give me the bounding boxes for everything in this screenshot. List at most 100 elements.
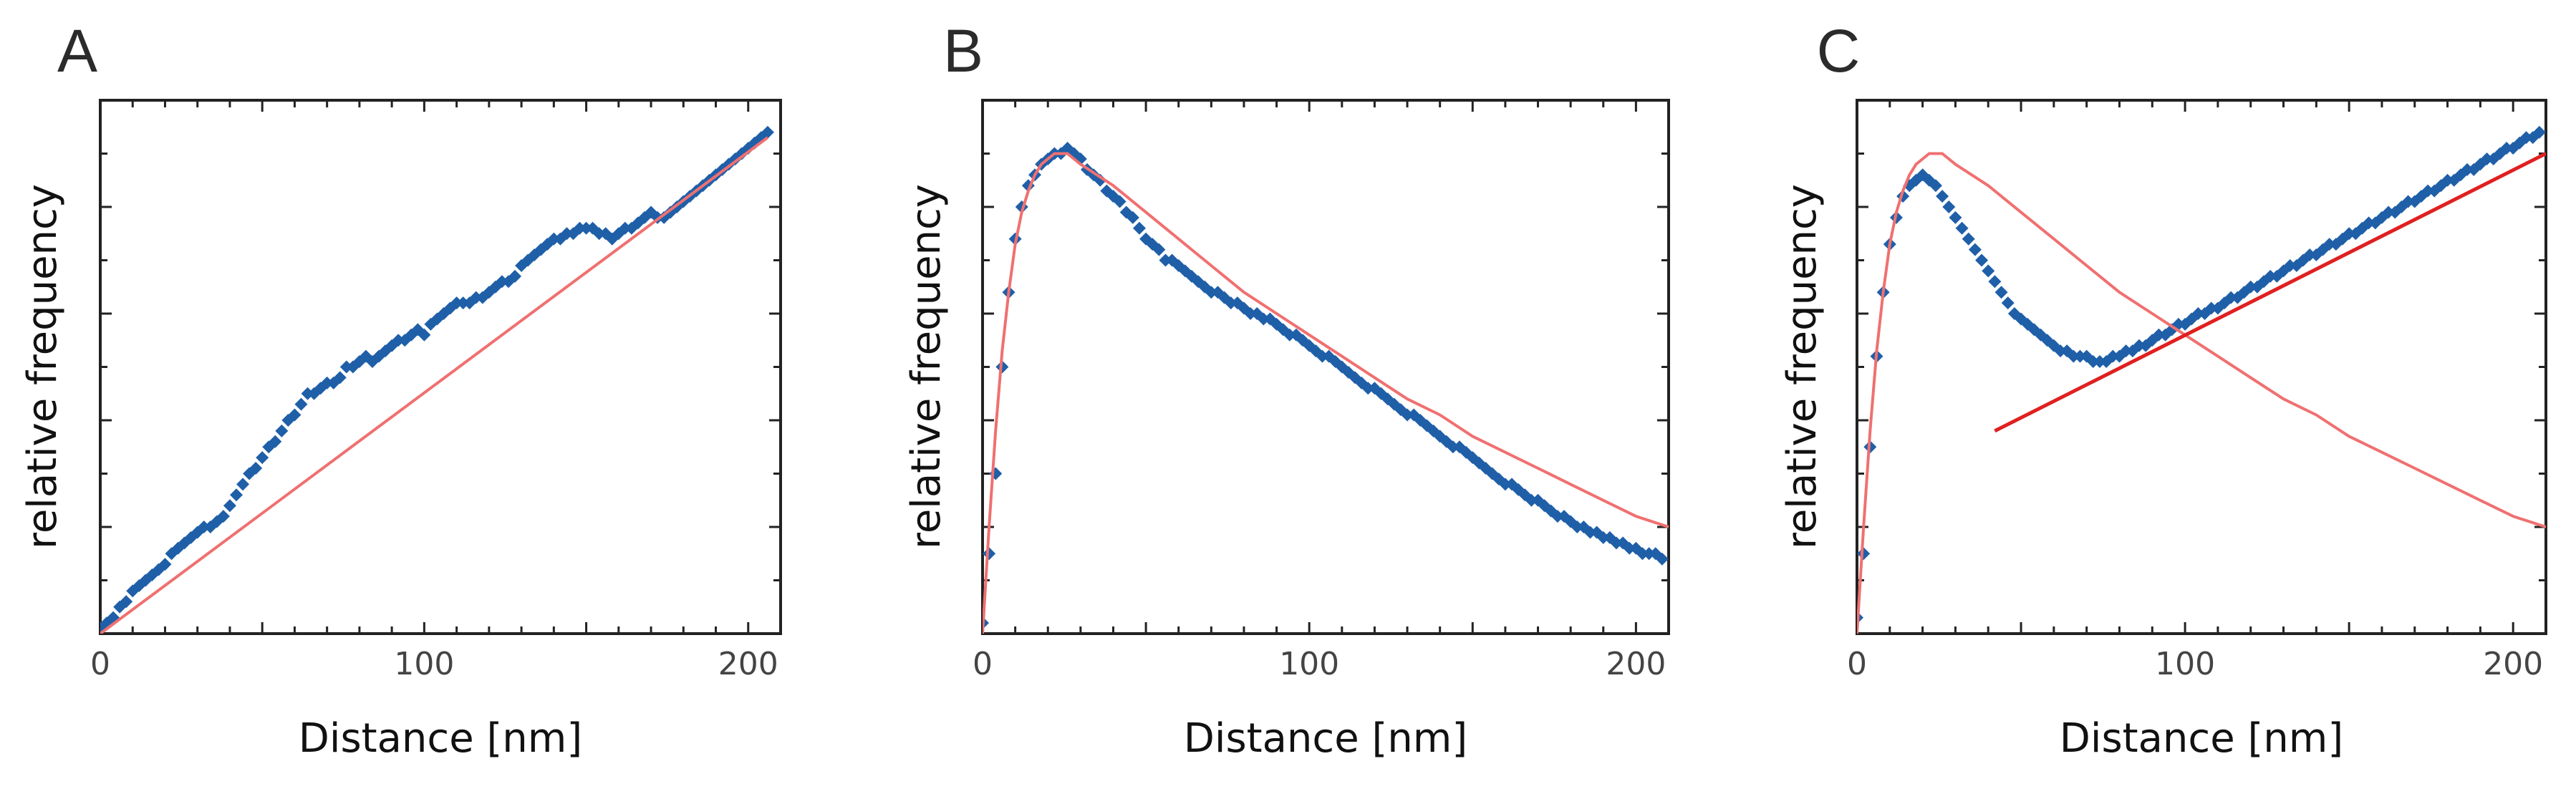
y-axis-title: relative frequency (903, 184, 950, 549)
data-point (2421, 184, 2435, 198)
series-data (100, 125, 774, 634)
data-point (579, 221, 593, 235)
data-point (1283, 328, 1296, 342)
panel-letter: A (57, 17, 97, 84)
data-point (1636, 547, 1649, 561)
data-point (456, 296, 470, 310)
data-point (120, 595, 133, 609)
data-point (2001, 296, 2015, 310)
plot-frame (981, 99, 1670, 635)
panel-letter: C (1817, 17, 1861, 84)
data-point (1152, 243, 1166, 256)
data-point (1596, 531, 1610, 544)
x-tick-label: 0 (973, 646, 993, 682)
data-point (320, 376, 334, 389)
panel-letter: B (943, 17, 983, 84)
data-point (573, 221, 587, 235)
data-point (1224, 296, 1238, 310)
data-point (2152, 328, 2166, 342)
data-point (1982, 264, 1995, 278)
data-point (1205, 286, 1218, 299)
data-point (1955, 221, 1969, 235)
data-point (1257, 312, 1270, 326)
data-point (592, 227, 606, 241)
data-point (333, 371, 347, 384)
data-point (171, 541, 185, 555)
data-point (1903, 179, 1916, 193)
plot-area (1857, 125, 2546, 634)
data-point (2434, 179, 2448, 193)
data-point (618, 221, 632, 235)
data-point (2244, 280, 2257, 294)
data-point (1446, 440, 1460, 454)
y-axis-title: relative frequency (1779, 184, 1825, 549)
y-axis-title: relative frequency (19, 184, 66, 549)
data-point (1610, 536, 1624, 550)
data-point (236, 478, 250, 491)
series-fit-linear (1994, 152, 2546, 433)
panel-b: B 0 100 200 Distance [nm] relative frequency (903, 17, 1670, 762)
data-point (1968, 243, 1982, 256)
data-point (392, 334, 405, 347)
data-point (1132, 221, 1146, 235)
data-point (2500, 142, 2514, 155)
data-point (2204, 301, 2218, 315)
data-point (230, 488, 243, 502)
data-point (2519, 131, 2533, 145)
x-tick-label: 200 (718, 646, 778, 682)
data-point (2343, 227, 2356, 241)
series-fit-decay (1857, 152, 2546, 634)
data-point (216, 510, 230, 523)
data-point (1401, 408, 1414, 422)
data-point (1975, 253, 1989, 267)
data-point (508, 269, 522, 283)
data-point (1623, 541, 1636, 555)
data-point (1113, 195, 1127, 208)
data-point (1949, 210, 1962, 224)
tick-marks (1856, 99, 2547, 635)
data-point (197, 521, 211, 533)
data-point (301, 387, 314, 400)
x-tick-label: 100 (394, 646, 454, 682)
data-point (1988, 275, 2002, 289)
x-tick-label: 0 (90, 646, 110, 682)
tick-marks (981, 99, 1670, 635)
data-point (469, 291, 483, 304)
data-point (1244, 307, 1258, 320)
data-point (1936, 190, 1949, 203)
data-point (2132, 339, 2146, 352)
x-tick-label: 100 (1279, 646, 1339, 682)
data-point (2441, 173, 2454, 187)
tick-marks (99, 99, 782, 635)
data-point (547, 232, 561, 246)
data-point (2480, 152, 2494, 165)
data-point (223, 499, 236, 513)
series-data (1857, 125, 2546, 624)
data-point (2067, 349, 2080, 363)
data-point (288, 408, 302, 422)
data-point (1571, 521, 1584, 533)
data-point (2532, 125, 2546, 139)
data-point (294, 397, 308, 411)
x-axis-title: Distance [nm] (1184, 715, 1467, 762)
data-point (1994, 286, 2008, 299)
x-tick-label: 200 (1606, 646, 1666, 682)
data-point (2362, 216, 2375, 230)
data-point (2283, 258, 2297, 272)
data-point (339, 360, 353, 374)
data-point (560, 227, 574, 241)
x-axis-title: Distance [nm] (2060, 715, 2343, 762)
plot-area (983, 142, 1669, 634)
series-fit (100, 136, 769, 634)
data-point (2054, 344, 2068, 358)
panel-c: C 0 100 200 Distance [nm] relative frequency (1779, 17, 2547, 762)
data-point (1316, 349, 1329, 363)
x-tick-label: 200 (2483, 646, 2543, 682)
data-point (1094, 173, 1107, 187)
data-point (761, 125, 774, 139)
data-point (1642, 547, 1656, 561)
data-point (2119, 344, 2133, 358)
data-point (2461, 163, 2474, 176)
data-point (2382, 205, 2396, 219)
